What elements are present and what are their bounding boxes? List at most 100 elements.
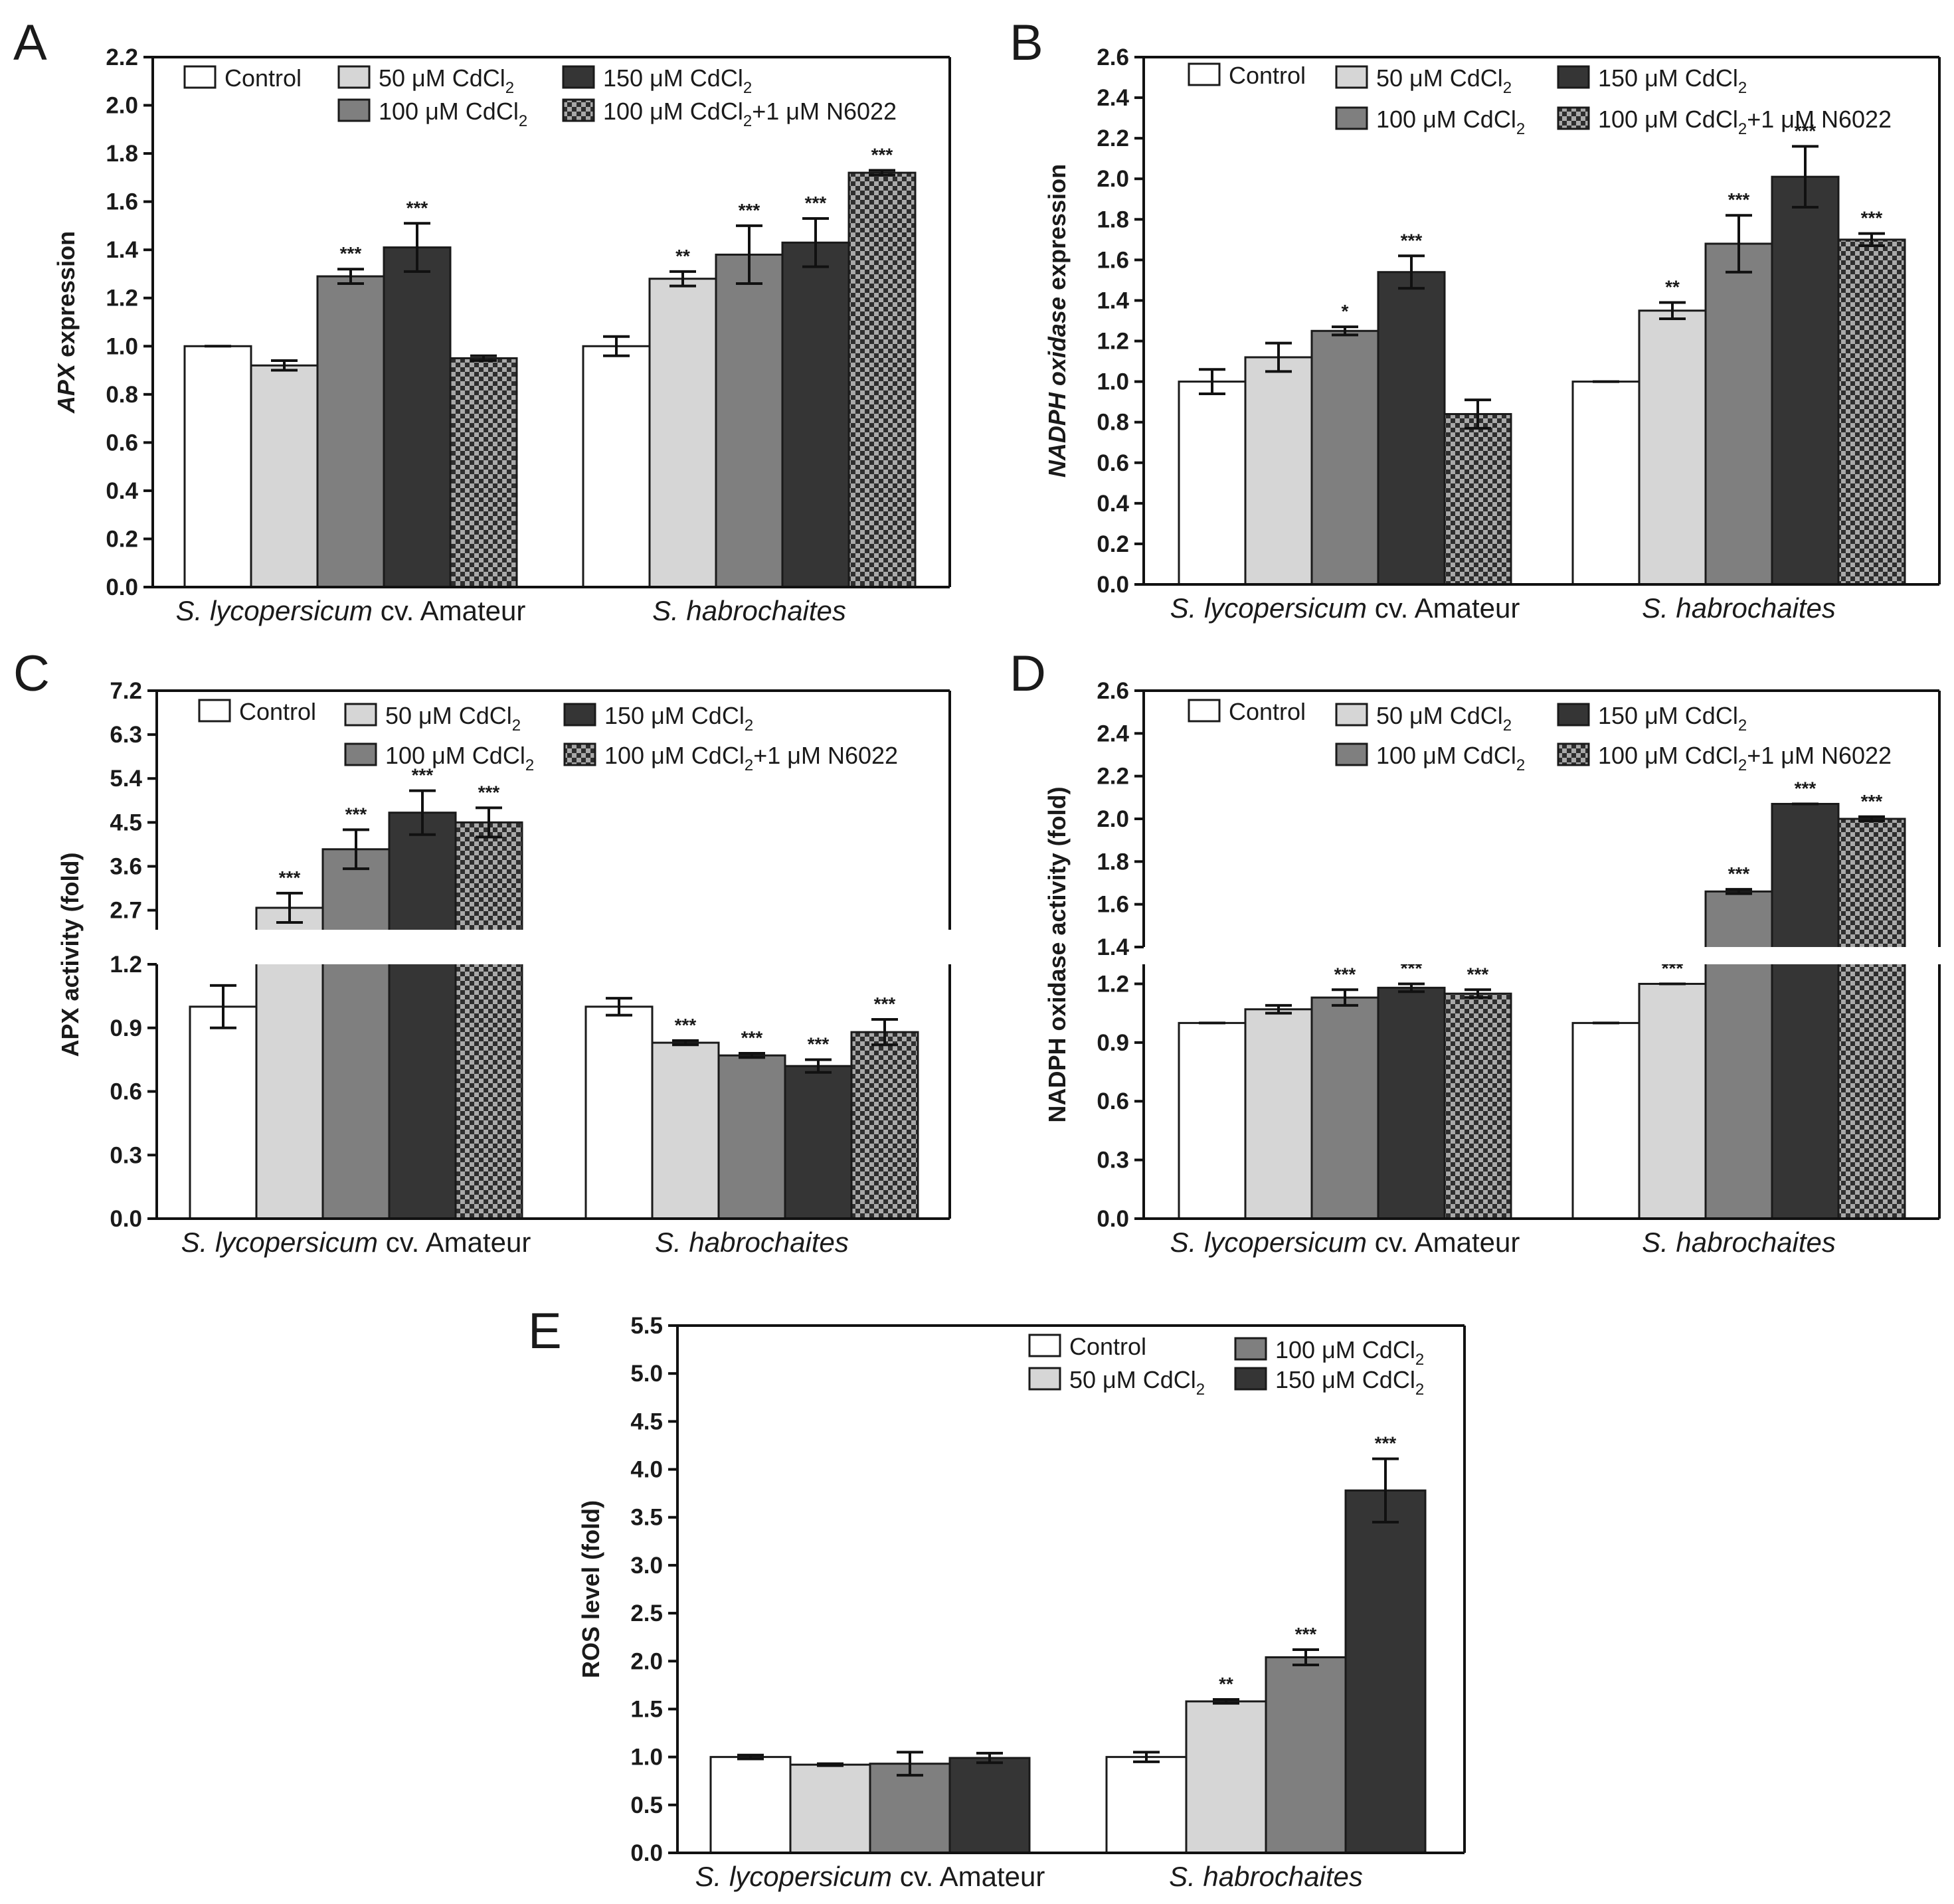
significance-cd50-1: *** [675, 1015, 697, 1035]
y-tick-label-0-3: 0.6 [1097, 450, 1129, 476]
legend-label-cd150: 150 μM CdCl2 [603, 64, 752, 97]
legend-label-cd150: 150 μM CdCl2 [1598, 64, 1747, 97]
y-tick-label-0-0: 0.0 [106, 574, 138, 600]
category-label-0: S. lycopersicum cv. Amateur [695, 1861, 1045, 1892]
bar-n6022-1 [1837, 238, 1906, 586]
significance-n6022-0: *** [478, 782, 500, 802]
significance-cd100-1: *** [1728, 189, 1750, 210]
bar-n6022-0 [1443, 412, 1512, 586]
bar-cd100-0 [316, 275, 385, 588]
y-tick-label-0-0: 0.0 [1097, 572, 1129, 598]
chart-panel-E: ********0.00.51.01.52.02.53.03.54.04.55.… [528, 1303, 1466, 1892]
y-tick-label-0-2: 0.6 [1097, 1088, 1129, 1114]
bar-cd150-1 [1344, 1489, 1427, 1854]
significance-cd100-1: *** [741, 1027, 763, 1048]
significance-cd150-0: *** [412, 765, 434, 786]
bar-cd100-1 [717, 1054, 786, 1220]
y-tick-label-0-7: 1.4 [1097, 288, 1129, 313]
chart-panel-A: *********** ******0.00.20.40.60.81.01.21.… [13, 15, 951, 626]
significance-cd50-1: ** [1219, 1674, 1233, 1694]
legend-label-control: Control [1069, 1333, 1146, 1360]
significance-cd100-0: *** [340, 243, 362, 264]
y-tick-label-0-4: 0.8 [106, 382, 138, 408]
y-tick-label-1-1: 1.6 [1097, 892, 1129, 918]
legend-swatch-cd150 [1234, 1367, 1267, 1391]
significance-cd100-1: *** [1728, 863, 1750, 884]
legend-swatch-cd150 [1557, 65, 1590, 89]
legend-label-cd50: 50 μM CdCl2 [1376, 64, 1512, 97]
significance-cd50-1: ** [675, 246, 690, 266]
y-tick-label-0-3: 0.6 [106, 430, 138, 456]
y-tick-label-0-2: 0.4 [1097, 491, 1129, 517]
y-tick-label-0-9: 4.5 [630, 1409, 663, 1434]
y-axis-label: ROS level (fold) [577, 1500, 604, 1678]
y-tick-label-0-9: 1.8 [1097, 207, 1129, 232]
legend-swatch-cd50 [1028, 1367, 1061, 1391]
y-tick-label-1-4: 2.2 [1097, 764, 1129, 790]
y-tick-label-0-10: 2.0 [106, 93, 138, 119]
y-tick-label-0-4: 1.2 [110, 952, 142, 978]
y-tick-label-1-4: 6.3 [110, 722, 142, 748]
category-label-0: S. lycopersicum cv. Amateur [181, 1227, 531, 1258]
category-label-1: S. habrochaites [1642, 1227, 1836, 1258]
y-tick-label-0-11: 2.2 [1097, 126, 1129, 151]
bar-cd150-0 [1377, 271, 1446, 586]
bar-cd50-0 [250, 364, 319, 588]
bar-n6022-1 [1837, 818, 1906, 1220]
bar-n6022-0 [1443, 992, 1512, 1220]
bar-cd150-1 [784, 1065, 853, 1220]
significance-cd150-1: *** [1795, 778, 1817, 798]
y-tick-label-0-13: 2.6 [1097, 44, 1129, 70]
axis-break-gap [159, 930, 947, 964]
y-tick-label-0-3: 0.9 [1097, 1030, 1129, 1056]
panel-letter-C: C [13, 646, 50, 702]
bar-cd50-0 [789, 1763, 871, 1854]
legend-swatch-control [198, 699, 231, 723]
bar-cd100-0 [321, 848, 391, 1220]
bar-n6022-1 [850, 1031, 919, 1220]
y-tick-label-0-10: 2.0 [1097, 166, 1129, 192]
significance-cd150-1: *** [1795, 120, 1817, 141]
legend-label-cd100: 100 μM CdCl2 [1275, 1336, 1424, 1369]
category-label-0: S. lycopersicum cv. Amateur [1170, 592, 1520, 624]
legend-swatch-cd100 [344, 742, 377, 766]
legend-swatch-cd50 [344, 703, 377, 727]
category-label-1: S. habrochaites [1169, 1861, 1363, 1892]
y-tick-label-0-2: 1.0 [630, 1745, 663, 1771]
y-tick-label-0-8: 1.6 [1097, 247, 1129, 273]
bar-cd50-1 [648, 278, 717, 588]
bar-control-0 [183, 345, 252, 588]
bar-cd150-0 [388, 812, 457, 1220]
legend-label-n6022: 100 μM CdCl2+1 μM N6022 [603, 98, 897, 130]
bar-cd150-0 [383, 246, 452, 588]
legend-swatch-cd50 [1335, 703, 1368, 727]
significance-n6022-1: *** [871, 144, 893, 165]
legend-swatch-cd150 [562, 65, 595, 89]
bar-cd100-1 [1704, 242, 1773, 586]
significance-cd100-0: * [1342, 301, 1349, 321]
bar-cd150-1 [781, 241, 850, 588]
legend-swatch-control [1028, 1334, 1061, 1357]
y-tick-label-0-11: 2.2 [106, 44, 138, 70]
y-tick-label-0-6: 1.2 [1097, 329, 1129, 355]
category-label-1: S. habrochaites [655, 1227, 849, 1258]
legend-swatch-cd150 [1557, 703, 1590, 727]
legend-label-n6022: 100 μM CdCl2+1 μM N6022 [1598, 106, 1892, 138]
y-tick-label-1-5: 7.2 [110, 678, 142, 704]
bar-cd100-0 [869, 1763, 951, 1854]
legend-label-cd150: 150 μM CdCl2 [1275, 1366, 1424, 1399]
bar-cd150-0 [948, 1757, 1031, 1854]
y-tick-label-0-2: 0.6 [110, 1079, 142, 1105]
legend-label-cd100: 100 μM CdCl2 [379, 98, 527, 130]
bar-cd100-1 [1704, 890, 1773, 1220]
legend-swatch-cd100 [1335, 106, 1368, 130]
bar-control-1 [584, 1005, 654, 1220]
bar-cd150-0 [1377, 986, 1446, 1220]
bar-cd100-0 [1310, 329, 1379, 586]
bar-cd50-1 [1638, 982, 1707, 1220]
bar-cd100-1 [715, 253, 784, 588]
significance-n6022-1: *** [1861, 791, 1883, 812]
y-tick-label-0-12: 2.4 [1097, 85, 1129, 111]
significance-n6022-1: *** [1861, 208, 1883, 228]
legend-label-cd50: 50 μM CdCl2 [1376, 702, 1512, 735]
